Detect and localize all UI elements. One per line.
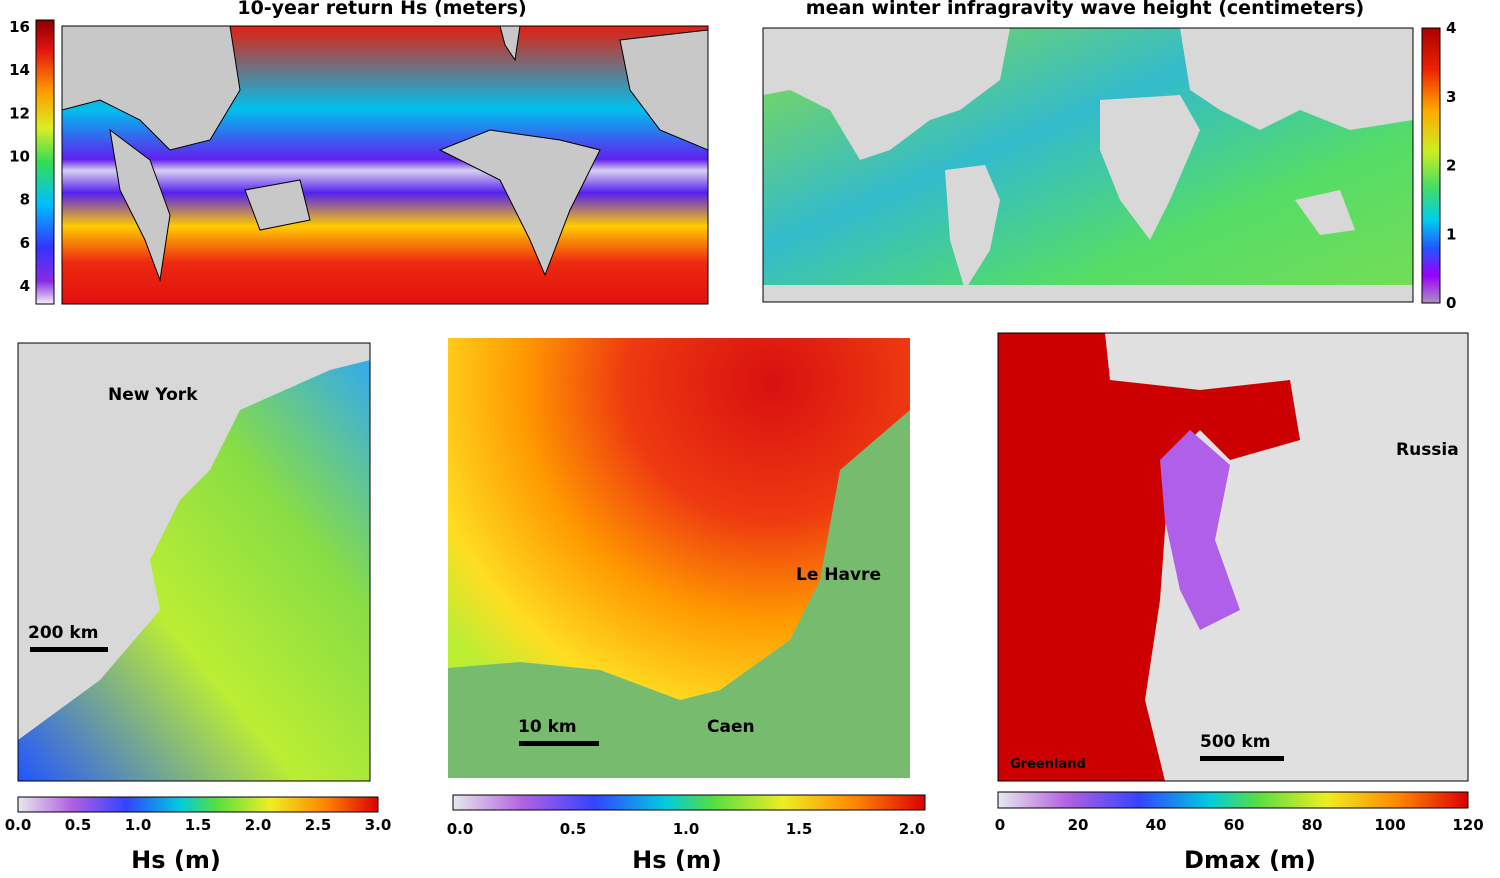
- colorbar-tick-label: 1.5: [786, 820, 813, 838]
- colorbar-label: Dmax (m): [1184, 846, 1316, 874]
- colorbar-tick-label: 12: [9, 104, 30, 122]
- colorbar-tick-label: 10: [9, 148, 30, 166]
- colorbar-tick-label: 20: [1068, 816, 1089, 834]
- global-hs-map: 10-year return Hs (meters): [35, 0, 709, 305]
- scale-label: 500 km: [1200, 732, 1270, 752]
- land: [763, 28, 1413, 302]
- scale-bar: [30, 647, 108, 652]
- colorbar-tick-label: 4: [20, 277, 30, 295]
- colorbar-tick-label: 1: [1446, 225, 1456, 243]
- colorbar-label: Hs (m): [632, 846, 722, 874]
- place-label: Le Havre: [796, 565, 881, 585]
- colorbar-tick-label: 8: [20, 191, 30, 209]
- colorbar-tick-label: 0.0: [5, 816, 32, 834]
- colorbar-tick-label: 0: [1446, 294, 1456, 312]
- scale-label: 10 km: [518, 717, 577, 737]
- colorbar-tick-label: 0.5: [560, 820, 587, 838]
- map-field: [18, 360, 370, 781]
- colorbar-tick-label: 14: [9, 61, 30, 79]
- scale-bar: [519, 741, 599, 746]
- colorbar-label: Hs (m): [131, 846, 221, 874]
- colorbar-tick-label: 60: [1224, 816, 1245, 834]
- place-label: Russia: [1396, 440, 1459, 460]
- colorbar-tick-label: 6: [20, 234, 30, 252]
- map-frame: [997, 332, 1469, 782]
- colorbar-tick-label: 3.0: [365, 816, 392, 834]
- colorbar-tick-label: 1.5: [185, 816, 212, 834]
- panel-title: 10-year return Hs (meters): [237, 0, 526, 19]
- colorbar-tick-label: 2: [1446, 157, 1456, 175]
- colorbar: [35, 19, 55, 305]
- colorbar-tick-label: 1.0: [673, 820, 700, 838]
- colorbar: [997, 791, 1469, 809]
- land: [448, 410, 910, 778]
- colorbar-tick-label: 40: [1146, 816, 1167, 834]
- colorbar-tick-label: 120: [1452, 816, 1483, 834]
- place-label: New York: [108, 385, 198, 405]
- scale-bar: [1200, 756, 1284, 761]
- colorbar-tick-label: 80: [1302, 816, 1323, 834]
- map-field: [998, 333, 1300, 781]
- colorbar-tick-label: 0.0: [447, 820, 474, 838]
- new-york-map: New York 200 km: [17, 342, 371, 782]
- map-field: [1160, 430, 1240, 630]
- scale-label: 200 km: [28, 623, 98, 643]
- colorbar-tick-label: 0.5: [65, 816, 92, 834]
- colorbar-tick-label: 2.5: [305, 816, 332, 834]
- colorbar-tick-label: 4: [1446, 19, 1456, 37]
- panel-title: mean winter infragravity wave height (ce…: [806, 0, 1364, 19]
- arctic-map: Russia Greenland 500 km: [997, 332, 1469, 782]
- colorbar-tick-label: 2.0: [245, 816, 272, 834]
- colorbar-tick-label: 0: [995, 816, 1005, 834]
- colorbar-tick-label: 16: [9, 18, 30, 36]
- colorbar-tick-label: 2.0: [899, 820, 926, 838]
- place-label: Caen: [707, 717, 755, 737]
- colorbar-tick-label: 1.0: [125, 816, 152, 834]
- global-ig-map: mean winter infragravity wave height (ce…: [762, 0, 1441, 304]
- colorbar-tick-label: 100: [1374, 816, 1405, 834]
- seine-bay-map: Le Havre 10 km Caen: [448, 338, 910, 778]
- map-frame: [17, 342, 371, 782]
- map-frame: [61, 25, 709, 305]
- land: [61, 25, 709, 282]
- colorbar-tick-label: 3: [1446, 88, 1456, 106]
- colorbar: [1421, 27, 1441, 304]
- map-frame: [762, 27, 1414, 303]
- colorbar: [17, 796, 379, 813]
- place-label: Greenland: [1010, 757, 1086, 772]
- colorbar: [452, 794, 926, 811]
